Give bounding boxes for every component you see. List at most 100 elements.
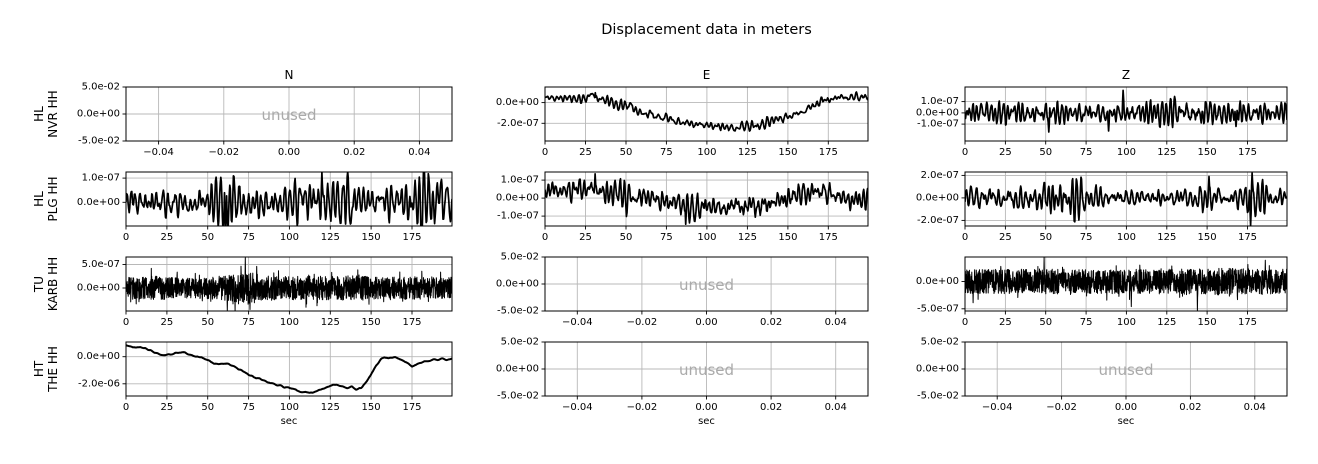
x-tick-label: 0 (123, 402, 129, 413)
x-tick-label: 50 (1039, 232, 1052, 243)
x-tick-label: 75 (242, 317, 255, 328)
x-tick-label: 0.00 (1115, 402, 1137, 413)
x-tick-label: 75 (660, 147, 673, 158)
x-axis-label: sec (698, 416, 715, 427)
x-tick-label: 25 (579, 232, 592, 243)
y-tick-label: -5.0e-02 (78, 136, 120, 147)
x-tick-label: 0.02 (343, 147, 365, 158)
x-tick-label: 0.00 (278, 147, 300, 158)
subplot-TU-KARB-HH-Z: 0 25 50 75 100 125 150 175 0.0e+00 -5.0e-07 (916, 256, 1288, 328)
waveform-trace (126, 344, 452, 394)
x-tick-label: 150 (1198, 317, 1217, 328)
x-tick-label: 125 (1157, 147, 1176, 158)
x-tick-label: −0.04 (982, 402, 1013, 413)
subplot-HT-THE-HH-Z: unused −0.04 −0.02 0.00 0.02 0.04 5.0e-02 0.0e+… (916, 337, 1288, 427)
y-tick-label: -2.0e-07 (917, 215, 959, 226)
x-tick-label: 25 (579, 147, 592, 158)
x-tick-label: 50 (620, 147, 633, 158)
y-tick-label: 0.0e+00 (77, 197, 120, 208)
y-tick-label: 0.0e+00 (916, 364, 959, 375)
y-tick-label: 0.0e+00 (496, 279, 539, 290)
x-tick-label: 125 (1157, 317, 1176, 328)
x-tick-label: 0.02 (760, 402, 782, 413)
waveform-trace (965, 257, 1287, 311)
x-tick-label: 100 (1117, 232, 1136, 243)
x-tick-label: 150 (778, 147, 797, 158)
x-tick-label: 0.04 (825, 317, 847, 328)
x-tick-label: 175 (819, 232, 838, 243)
subplot-TU-KARB-HH-E: unused −0.04 −0.02 0.00 0.02 0.04 5.0e-02 0.0e+… (496, 252, 869, 328)
unused-annotation: unused (1098, 361, 1153, 379)
subplot-HL-NVR-HH-N: unused −0.04 −0.02 0.00 0.02 0.04 5.0e-02 0.0e+… (77, 82, 453, 158)
x-tick-label: 125 (738, 232, 757, 243)
x-tick-label: 25 (999, 232, 1012, 243)
subplot-TU-KARB-HH-N: 0 25 50 75 100 125 150 175 5.0e-07 0.0e+00 (77, 256, 453, 328)
y-tick-label: 5.0e-02 (82, 82, 120, 93)
y-tick-label: 0.0e+00 (916, 107, 959, 118)
subplot-HL-PLG-HH-N: 0 25 50 75 100 125 150 175 1.0e-07 0.0e+00 (77, 171, 453, 243)
waveform-trace (965, 89, 1287, 133)
unused-annotation: unused (261, 106, 316, 124)
x-tick-label: −0.02 (208, 147, 239, 158)
x-tick-label: 75 (1080, 317, 1093, 328)
x-tick-label: 125 (738, 147, 757, 158)
x-tick-label: 100 (697, 232, 716, 243)
x-tick-label: 100 (280, 232, 299, 243)
x-tick-label: −0.04 (143, 147, 174, 158)
x-tick-label: 0 (542, 232, 548, 243)
x-tick-label: 75 (242, 232, 255, 243)
x-tick-label: 175 (1238, 232, 1257, 243)
x-tick-label: 50 (620, 232, 633, 243)
y-tick-label: -5.0e-07 (917, 303, 959, 314)
x-tick-label: 0 (123, 232, 129, 243)
x-tick-label: 25 (161, 402, 174, 413)
x-tick-label: 25 (999, 147, 1012, 158)
x-tick-label: 50 (1039, 317, 1052, 328)
x-tick-label: 75 (242, 402, 255, 413)
waveform-trace (545, 91, 868, 132)
subplot-HL-PLG-HH-E: 0 25 50 75 100 125 150 175 1.0e-07 0.0e+00 -1.0e-0… (496, 171, 869, 243)
y-tick-label: 5.0e-02 (501, 337, 539, 348)
subplot-HT-THE-HH-N: 0 25 50 75 100 125 150 175 0.0e+00 -2.0e-06 sec (77, 341, 453, 427)
figure-title: Displacement data in meters (601, 22, 812, 38)
subplot-HL-NVR-HH-E: 0 25 50 75 100 125 150 175 0.0e+00 -2.0e-07 (496, 86, 869, 158)
y-tick-label: -5.0e-02 (917, 391, 959, 402)
x-tick-label: 175 (402, 317, 421, 328)
y-tick-label: -2.0e-07 (497, 118, 539, 129)
y-tick-label: 0.0e+00 (496, 193, 539, 204)
y-tick-label: 0.0e+00 (496, 97, 539, 108)
x-tick-label: −0.02 (627, 402, 658, 413)
waveform-trace (126, 257, 452, 311)
y-tick-label: -1.0e-07 (917, 119, 959, 130)
x-tick-label: 150 (1198, 147, 1217, 158)
x-tick-label: 100 (1117, 147, 1136, 158)
y-tick-label: -1.0e-07 (497, 211, 539, 222)
x-axis-label: sec (1118, 416, 1135, 427)
row-label-HL-NVR-HH: HL NVR HH (32, 90, 60, 138)
y-tick-label: 2.0e-07 (921, 170, 959, 181)
y-tick-label: 1.0e-07 (82, 173, 120, 184)
y-tick-label: 0.0e+00 (916, 276, 959, 287)
y-tick-label: 0.0e+00 (77, 283, 120, 294)
x-tick-label: 150 (778, 232, 797, 243)
row-label-HL-PLG-HH: HL PLG HH (32, 176, 60, 222)
y-tick-label: -2.0e-06 (78, 378, 120, 389)
column-title-Z: Z (1122, 68, 1130, 82)
x-tick-label: 0 (962, 232, 968, 243)
x-tick-label: 75 (1080, 232, 1093, 243)
waveform-trace (126, 172, 452, 226)
x-tick-label: 150 (362, 317, 381, 328)
x-tick-label: 175 (1238, 317, 1257, 328)
x-tick-label: 0 (962, 147, 968, 158)
y-tick-label: 5.0e-02 (501, 252, 539, 263)
x-tick-label: −0.04 (562, 317, 593, 328)
x-tick-label: 0 (123, 317, 129, 328)
x-tick-label: 150 (362, 402, 381, 413)
x-tick-label: 100 (280, 402, 299, 413)
subplot-HT-THE-HH-E: unused −0.04 −0.02 0.00 0.02 0.04 5.0e-02 0.0e+… (496, 337, 869, 427)
y-tick-label: 1.0e-07 (501, 175, 539, 186)
x-tick-label: 0.02 (1179, 402, 1201, 413)
x-tick-label: 150 (1198, 232, 1217, 243)
